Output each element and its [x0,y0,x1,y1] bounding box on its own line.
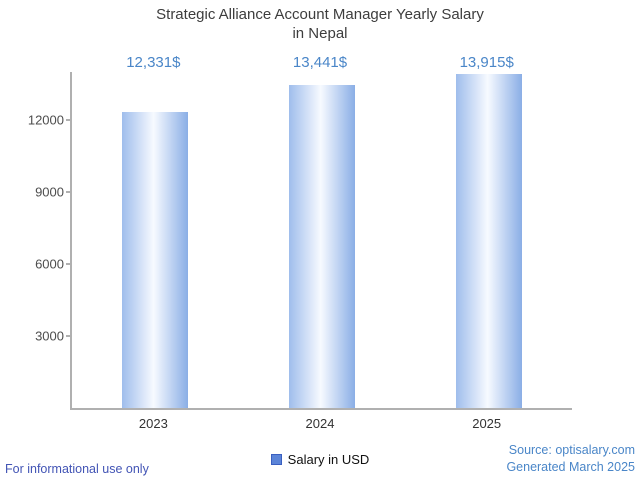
y-axis-tick-label: 6000 [35,256,64,272]
x-axis-category-label: 2023 [138,416,168,431]
x-axis-category-label: 2025 [472,416,502,431]
bar-value-label: 13,915$ [459,54,514,71]
y-axis-tick-mark [66,335,72,337]
y-axis-tick-mark [66,263,72,265]
legend: Salary in USD [0,452,640,467]
x-axis-category-label: 2024 [305,416,335,431]
bar-value-label: 13,441$ [292,54,348,71]
y-axis-tick-mark [66,191,72,193]
chart-title-line2: in Nepal [292,24,348,42]
generated-date: Generated March 2025 [506,460,635,475]
chart-title-line1: Strategic Alliance Account Manager Yearl… [156,6,484,23]
source-block: Source: optisalary.com Generated March 2… [506,442,635,476]
legend-swatch-icon [270,454,282,465]
bar-column [405,74,572,408]
chart-title: Strategic Alliance Account Manager Yearl… [0,6,640,44]
bar-column [239,85,406,408]
y-axis-tick-mark [66,119,72,121]
source-link[interactable]: Source: optisalary.com [508,443,635,458]
bar-value-label: 12,331$ [126,54,181,71]
bar-2024 [289,85,355,408]
disclaimer-text: For informational use only [5,462,149,476]
y-axis-tick-label: 12000 [27,112,64,128]
bar-2025 [455,74,522,408]
legend-label: Salary in USD [287,452,370,467]
plot-area: 3000 6000 9000 12000 [28,72,572,410]
y-axis-tick-label: 9000 [35,184,64,200]
bar-column [72,112,239,408]
bars [72,72,572,408]
x-axis-labels-row: 2023 2024 2025 [70,416,570,431]
y-axis-tick-label: 3000 [35,328,64,344]
value-labels-row: 12,331$ 13,441$ 13,915$ [70,54,570,71]
bar-2023 [122,112,189,408]
